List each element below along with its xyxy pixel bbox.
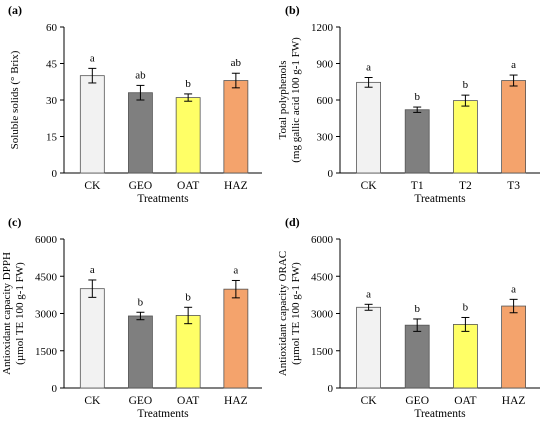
x-tick-label: OAT <box>454 395 476 407</box>
x-tick-label: CK <box>84 180 101 192</box>
bar <box>128 92 153 174</box>
significance-letter: ab <box>135 69 146 81</box>
significance-letter: b <box>463 301 469 313</box>
significance-letter: a <box>366 288 371 300</box>
x-tick-label: GEO <box>129 180 153 192</box>
bar <box>356 306 382 389</box>
bar <box>79 288 105 389</box>
x-axis-label: Treatments <box>137 193 189 205</box>
y-tick-label: 600 <box>317 95 334 107</box>
x-tick-label: GEO <box>129 395 153 407</box>
x-tick-label: OAT <box>177 180 199 192</box>
significance-letter: a <box>511 283 516 295</box>
y-tick-label: 1500 <box>311 346 334 358</box>
bar <box>223 288 249 389</box>
significance-letter: a <box>233 264 238 276</box>
significance-letter: a <box>511 59 516 71</box>
y-axis-label: Antioxidant capacity DPPH <box>1 252 13 375</box>
y-tick-label: 0 <box>52 168 58 180</box>
bar <box>452 324 478 389</box>
bar <box>128 315 153 389</box>
y-tick-label: 6000 <box>311 234 334 246</box>
y-axis-label: Total polyphenols <box>277 61 289 140</box>
y-tick-label: 45 <box>46 59 58 71</box>
significance-letter: a <box>366 61 371 73</box>
y-tick-label: 0 <box>52 383 58 395</box>
x-tick-label: CK <box>84 395 101 407</box>
y-tick-label: 60 <box>46 22 58 34</box>
y-tick-label: 3000 <box>311 309 334 321</box>
bar <box>452 100 478 174</box>
bar <box>356 81 382 174</box>
y-tick-label: 4500 <box>311 271 334 283</box>
y-tick-label: 1200 <box>311 22 334 34</box>
y-tick-label: 0 <box>328 383 334 395</box>
panel-label: (d) <box>285 215 300 229</box>
x-axis-label: Treatments <box>414 408 466 420</box>
x-tick-label: HAZ <box>224 395 248 407</box>
bar <box>501 305 527 389</box>
bar <box>79 75 105 174</box>
significance-letter: ab <box>231 57 242 69</box>
x-tick-label: T3 <box>507 180 520 192</box>
significance-letter: a <box>90 52 95 64</box>
x-axis-label: Treatments <box>414 193 466 205</box>
y-tick-label: 6000 <box>35 234 58 246</box>
bar <box>404 324 430 389</box>
x-tick-label: HAZ <box>502 395 526 407</box>
y-axis-label: Soluble solids (° Brix) <box>9 50 21 149</box>
x-tick-label: CK <box>361 395 378 407</box>
y-tick-label: 30 <box>46 95 58 107</box>
y-tick-label: 0 <box>328 168 334 180</box>
y-tick-label: 900 <box>317 59 334 71</box>
significance-letter: b <box>185 78 191 90</box>
y-tick-label: 300 <box>317 132 334 144</box>
y-tick-label: 15 <box>46 132 58 144</box>
y-tick-label: 3000 <box>35 309 58 321</box>
significance-letter: b <box>463 79 469 91</box>
significance-letter: a <box>90 264 95 276</box>
x-tick-label: HAZ <box>224 180 248 192</box>
bar <box>223 80 249 174</box>
significance-letter: b <box>414 303 420 315</box>
y-tick-label: 1500 <box>35 346 58 358</box>
x-tick-label: OAT <box>177 395 199 407</box>
y-axis-label: (µmol TE 100 g-1 FW) <box>14 262 26 365</box>
y-tick-label: 4500 <box>35 271 58 283</box>
significance-letter: b <box>414 91 420 103</box>
significance-letter: b <box>138 296 144 308</box>
panel-label: (b) <box>285 3 300 17</box>
x-tick-label: GEO <box>405 395 429 407</box>
x-tick-label: T2 <box>459 180 472 192</box>
bar <box>404 109 430 174</box>
x-tick-label: T1 <box>411 180 424 192</box>
x-tick-label: CK <box>361 180 378 192</box>
y-axis-label: (mg gallic acid 100 g-1 FW) <box>290 37 302 163</box>
significance-letter: b <box>185 291 191 303</box>
x-axis-label: Treatments <box>137 408 189 420</box>
panel-label: (c) <box>8 215 21 229</box>
y-axis-label: (µmol TE 100 g-1 FW) <box>290 262 302 365</box>
y-axis-label: Antioxidant capacity ORAC <box>277 251 289 376</box>
bar <box>501 80 527 174</box>
bar <box>175 315 201 389</box>
bar <box>175 97 201 174</box>
panel-label: (a) <box>8 3 22 17</box>
